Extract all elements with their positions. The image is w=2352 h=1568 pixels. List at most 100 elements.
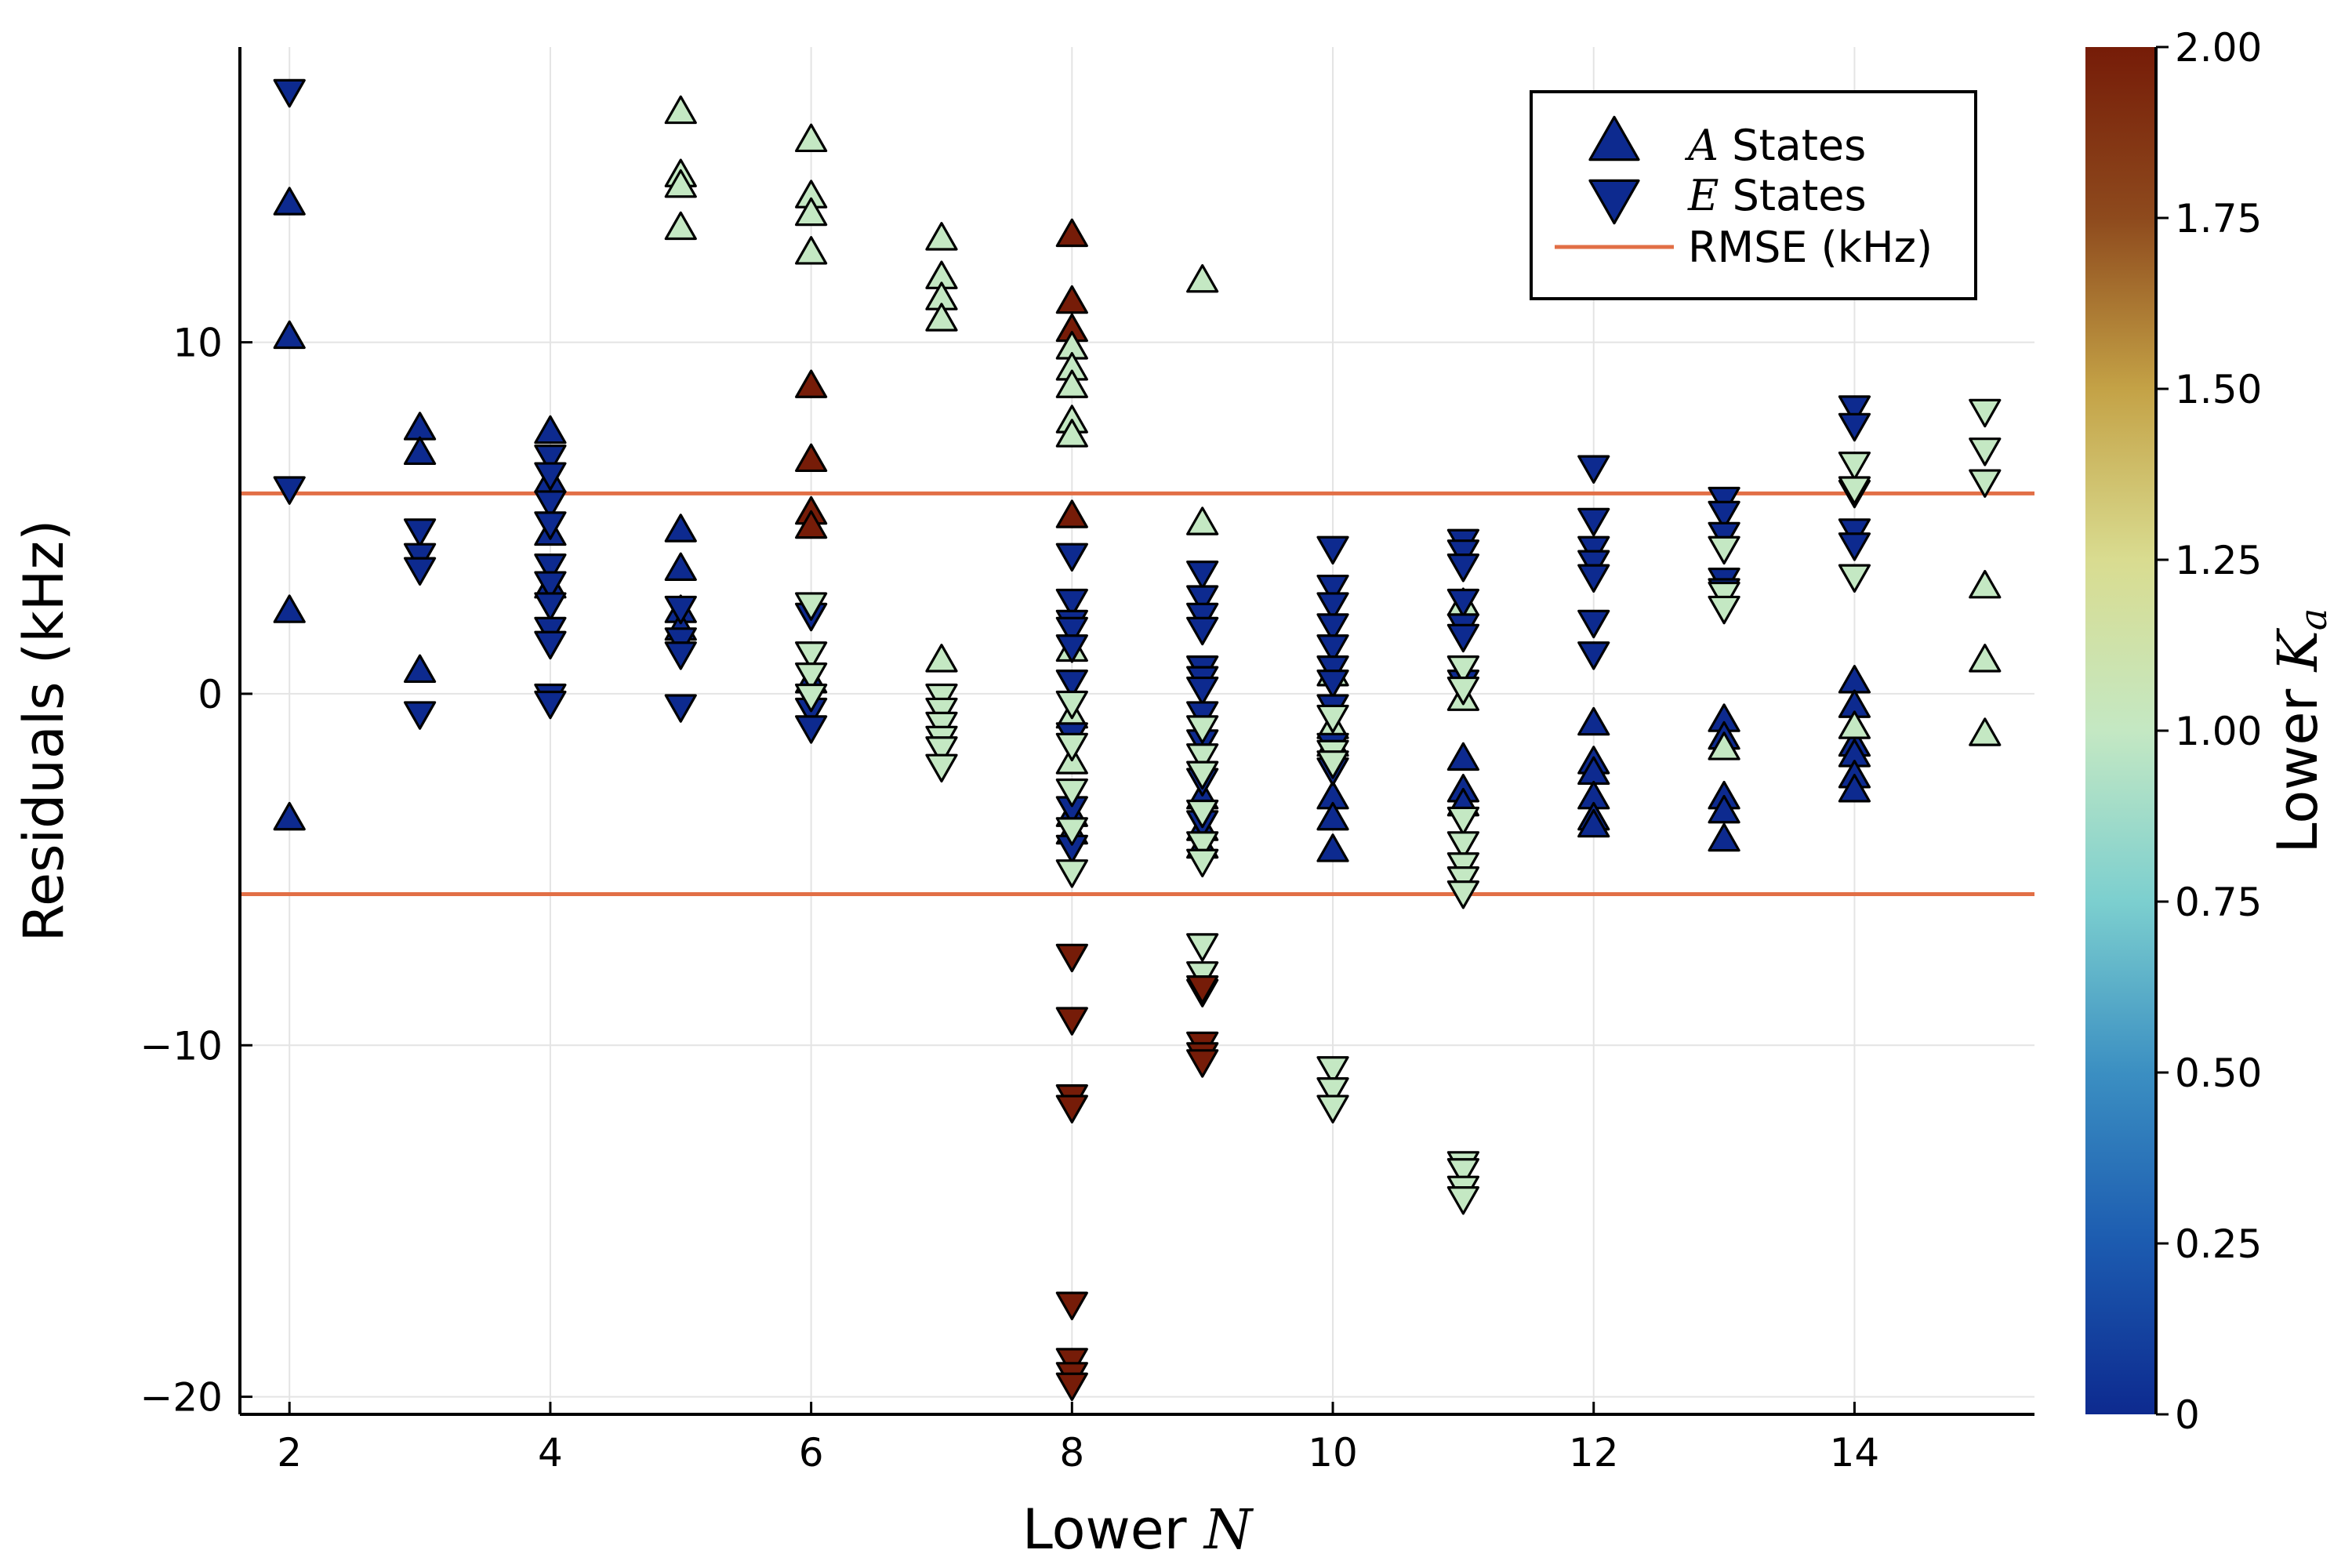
marker-e-state [1708, 535, 1740, 565]
colorbar-tick-label: 0 [2175, 1392, 2200, 1438]
marker-e-state [534, 630, 567, 660]
marker-e-state [403, 557, 437, 586]
marker-e-state [1446, 588, 1479, 618]
marker-a-state [1708, 794, 1740, 824]
marker-e-state [1838, 476, 1871, 505]
marker-a-state [1969, 569, 2002, 599]
marker-e-state [1186, 975, 1219, 1004]
marker-e-state [1055, 732, 1088, 762]
marker-a-state [664, 552, 697, 582]
marker-e-state [1186, 831, 1219, 860]
marker-a-state [795, 197, 828, 227]
legend-marker-a [1588, 115, 1640, 162]
marker-e-state [1186, 715, 1219, 744]
marker-a-state [925, 644, 958, 673]
marker-e-state [1055, 1094, 1088, 1123]
x-tick-label: 12 [1569, 1430, 1619, 1475]
marker-e-state [795, 641, 828, 670]
marker-e-state [273, 78, 306, 108]
colorbar-tick-label: 2.00 [2175, 25, 2262, 71]
colorbar-tick-label: 0.25 [2175, 1221, 2262, 1267]
marker-e-state [1446, 1158, 1479, 1187]
x-tick-label: 14 [1830, 1430, 1880, 1475]
marker-e-state [1577, 507, 1610, 537]
marker-a-state [1577, 706, 1610, 736]
y-tick-label: −20 [140, 1375, 223, 1421]
colorbar: 0 0.25 0.50 0.75 1.00 1.25 1.50 1.75 2.00 Lower … [2085, 25, 2336, 1438]
marker-a-state [1055, 499, 1088, 528]
marker-a-state [795, 369, 828, 398]
marker-a-state [1708, 822, 1740, 852]
marker-e-state [403, 701, 437, 730]
marker-a-state [1577, 808, 1610, 838]
colorbar-ticks: 0 0.25 0.50 0.75 1.00 1.25 1.50 1.75 2.00 [2156, 25, 2262, 1438]
marker-e-state [1055, 1007, 1088, 1036]
marker-e-state [664, 694, 697, 723]
marker-e-state [1316, 613, 1349, 642]
marker-e-state [1055, 690, 1088, 720]
marker-e-state [273, 476, 306, 505]
marker-a-state [403, 436, 437, 466]
y-tick-label: −10 [140, 1023, 223, 1069]
marker-e-state [1055, 817, 1088, 846]
x-tick-label: 6 [799, 1430, 824, 1475]
marker-a-state [664, 95, 697, 125]
marker-a-state [1708, 731, 1740, 760]
marker-e-state [1316, 1094, 1349, 1123]
marker-e-state [1316, 535, 1349, 565]
marker-a-state [403, 412, 437, 441]
marker-a-state [1055, 285, 1088, 314]
data-markers [273, 78, 2002, 1402]
legend-marker-e [1588, 179, 1640, 225]
marker-e-state [795, 592, 828, 621]
marker-e-state [1969, 398, 2002, 428]
marker-e-state [1316, 750, 1349, 779]
marker-e-state [1055, 616, 1088, 646]
y-ticks: −20 −10 0 10 [140, 321, 252, 1421]
marker-a-state [534, 415, 567, 445]
marker-e-state [1055, 1291, 1088, 1320]
colorbar-tick-label: 1.50 [2175, 367, 2262, 412]
marker-e-state [1838, 395, 1871, 424]
marker-e-state [1708, 595, 1740, 625]
marker-e-state [1055, 1372, 1088, 1402]
colorbar-gradient [2085, 47, 2156, 1414]
marker-a-state [1055, 419, 1088, 448]
marker-e-state [1186, 616, 1219, 646]
axes [238, 47, 2034, 1416]
y-tick-label: 0 [198, 672, 223, 717]
marker-a-state [664, 211, 697, 241]
marker-e-state [1055, 859, 1088, 888]
marker-e-state [534, 445, 567, 474]
marker-e-state [1186, 1049, 1219, 1078]
marker-e-state [1055, 778, 1088, 808]
marker-e-state [1186, 561, 1219, 590]
marker-a-state [1969, 717, 2002, 746]
marker-e-state [534, 592, 567, 621]
marker-e-state [1446, 1186, 1479, 1215]
marker-e-state [1446, 554, 1479, 583]
marker-e-state [1446, 831, 1479, 860]
marker-e-state [1446, 676, 1479, 706]
marker-a-state [1055, 218, 1088, 248]
colorbar-tick-label: 1.25 [2175, 538, 2262, 583]
legend-label: A States [1684, 121, 1866, 170]
marker-a-state [664, 514, 697, 543]
marker-a-state [1838, 710, 1871, 739]
marker-a-state [664, 169, 697, 198]
marker-e-state [1316, 704, 1349, 734]
x-tick-label: 8 [1059, 1430, 1084, 1475]
marker-e-state [534, 462, 567, 491]
marker-e-state [1838, 452, 1871, 481]
marker-e-state [795, 683, 828, 713]
marker-e-state [1186, 933, 1219, 962]
marker-e-state [1186, 760, 1219, 790]
marker-e-state [925, 736, 958, 765]
marker-e-state [1055, 943, 1088, 973]
marker-a-state [795, 236, 828, 265]
marker-a-state [1838, 665, 1871, 694]
marker-e-state [1577, 609, 1610, 639]
marker-a-state [795, 510, 828, 539]
